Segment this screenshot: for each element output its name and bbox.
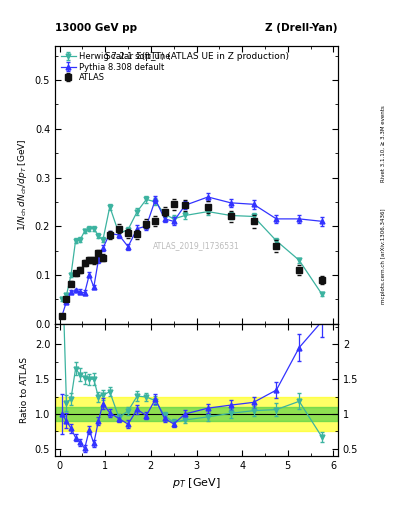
Text: Z (Drell-Yan): Z (Drell-Yan) <box>266 23 338 33</box>
Text: Scalar Σ(p_T) (ATLAS UE in Z production): Scalar Σ(p_T) (ATLAS UE in Z production) <box>105 52 288 60</box>
Bar <box>55 397 338 431</box>
Bar <box>55 407 338 421</box>
Text: mcplots.cern.ch [arXiv:1306.3436]: mcplots.cern.ch [arXiv:1306.3436] <box>381 208 386 304</box>
Y-axis label: $1/N_{\rm ch}\,dN_{\rm ch}/dp_T\;[\rm GeV]$: $1/N_{\rm ch}\,dN_{\rm ch}/dp_T\;[\rm Ge… <box>16 138 29 231</box>
X-axis label: $p_T$ [GeV]: $p_T$ [GeV] <box>172 476 221 490</box>
Text: Rivet 3.1.10, ≥ 3.3M events: Rivet 3.1.10, ≥ 3.3M events <box>381 105 386 182</box>
Text: ATLAS_2019_I1736531: ATLAS_2019_I1736531 <box>153 241 240 250</box>
Legend: Herwig 7.2.1 softTune, Pythia 8.308 default, ATLAS: Herwig 7.2.1 softTune, Pythia 8.308 defa… <box>59 50 173 84</box>
Y-axis label: Ratio to ATLAS: Ratio to ATLAS <box>20 357 29 422</box>
Text: 13000 GeV pp: 13000 GeV pp <box>55 23 137 33</box>
